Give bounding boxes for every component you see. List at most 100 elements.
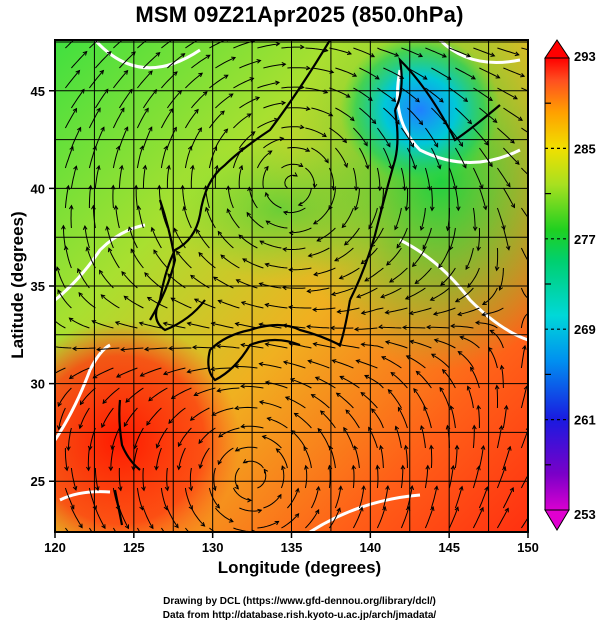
colorbar-top-arrow — [544, 39, 570, 59]
streamline — [339, 376, 360, 389]
streamline — [454, 486, 463, 509]
streamline-arrowhead — [409, 485, 415, 491]
streamline — [360, 392, 378, 409]
streamline — [144, 347, 168, 350]
streamline-arrowhead — [275, 448, 281, 453]
streamline-arrowhead — [375, 464, 381, 470]
streamline-arrowhead — [186, 368, 192, 374]
streamline-arrowhead — [436, 164, 442, 170]
streamline — [267, 417, 288, 429]
streamline — [161, 71, 178, 89]
streamline — [57, 289, 72, 309]
streamline-arrowhead — [414, 279, 420, 284]
streamline-arrowhead — [177, 442, 182, 448]
streamline — [420, 207, 426, 231]
streamline-arrowhead — [494, 266, 500, 272]
streamline — [422, 227, 432, 250]
streamline — [316, 227, 336, 242]
streamline-arrowhead — [197, 127, 202, 133]
streamline-arrowhead — [474, 320, 480, 326]
streamline — [196, 229, 210, 249]
streamline — [521, 167, 528, 176]
streamline — [171, 297, 192, 309]
streamline-arrowhead — [78, 424, 84, 430]
streamline-arrowhead — [99, 69, 105, 75]
streamline-arrowhead — [138, 321, 144, 327]
streamline-arrowhead — [298, 162, 304, 168]
streamline — [287, 488, 299, 509]
streamline — [376, 167, 381, 191]
streamline-arrowhead — [85, 246, 91, 252]
streamline — [262, 435, 282, 449]
colorbar-label: 261 — [574, 413, 596, 428]
streamline — [496, 385, 498, 409]
streamline-arrowhead — [265, 220, 271, 225]
streamline-arrowhead — [438, 97, 444, 103]
streamline-arrowhead — [55, 266, 61, 272]
streamline — [110, 447, 114, 471]
streamline-arrowhead — [151, 34, 155, 38]
streamline-arrowhead — [96, 107, 101, 113]
streamline — [70, 127, 82, 149]
streamline-arrowhead — [155, 443, 161, 449]
streamline — [123, 407, 138, 427]
streamline — [217, 231, 234, 249]
streamline-arrowhead — [220, 254, 226, 260]
streamline — [94, 467, 99, 491]
streamline — [527, 107, 528, 109]
streamline-arrowhead — [126, 33, 130, 37]
streamline-arrowhead — [450, 464, 456, 470]
streamline — [361, 343, 384, 349]
streamline-arrowhead — [361, 485, 366, 490]
streamline — [472, 507, 484, 529]
streamline-arrowhead — [539, 51, 543, 55]
streamline — [442, 369, 456, 389]
streamline-arrowhead — [72, 485, 78, 491]
streamline-arrowhead — [163, 145, 168, 151]
streamline-arrowhead — [360, 310, 366, 315]
streamline — [125, 387, 144, 403]
streamline — [450, 405, 456, 429]
streamline-arrowhead — [100, 294, 106, 299]
streamline — [142, 507, 154, 529]
streamline-arrowhead — [120, 347, 125, 352]
streamline-arrowhead — [264, 302, 270, 308]
streamline — [332, 359, 354, 369]
streamline-arrowhead — [102, 399, 107, 405]
streamline — [423, 406, 432, 429]
streamline — [227, 208, 240, 229]
streamline-arrowhead — [164, 486, 170, 492]
streamline — [236, 279, 258, 289]
streamline-arrowhead — [401, 325, 407, 330]
streamline — [311, 67, 334, 73]
streamline-arrowhead — [358, 506, 364, 512]
streamline-arrowhead — [264, 342, 270, 347]
streamline — [396, 227, 408, 249]
streamline — [426, 326, 450, 329]
streamline — [467, 386, 474, 409]
streamline-arrowhead — [162, 370, 168, 376]
streamline — [482, 287, 498, 305]
streamline-arrowhead — [364, 374, 370, 380]
streamline — [257, 43, 280, 49]
streamline — [475, 322, 498, 329]
streamline — [449, 87, 468, 102]
streamline-arrowhead — [433, 338, 439, 343]
streamline — [352, 167, 357, 191]
streamline — [112, 146, 120, 169]
streamline-arrowhead — [391, 97, 397, 102]
streamline-arrowhead — [98, 543, 102, 547]
streamline — [235, 323, 258, 329]
credit-drawing: Drawing by DCL (https://www.gfd-dennou.o… — [163, 596, 436, 607]
streamline — [320, 410, 336, 429]
streamline-arrowhead — [343, 163, 349, 169]
streamline-arrowhead — [384, 340, 390, 345]
streamline-arrowhead — [257, 508, 263, 514]
streamline-arrowhead — [281, 62, 287, 67]
streamline-arrowhead — [472, 226, 478, 232]
streamline-arrowhead — [61, 224, 66, 230]
streamline — [501, 365, 504, 389]
streamline-arrowhead — [363, 141, 368, 147]
streamline-arrowhead — [198, 464, 203, 470]
